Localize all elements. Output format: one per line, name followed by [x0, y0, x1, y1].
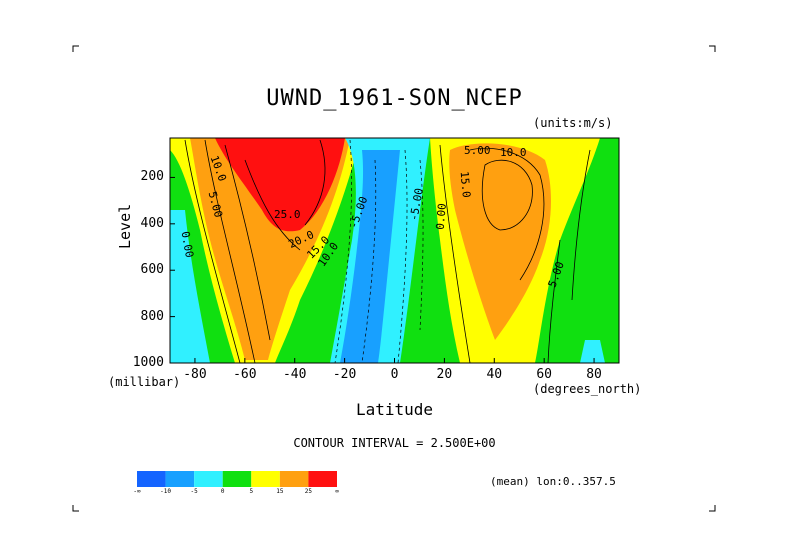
x-axis-label: Latitude: [355, 400, 434, 419]
colorbar-swatch: [308, 471, 337, 487]
x-tick-label: 60: [536, 367, 552, 382]
colorbar-tick-label: -5: [190, 488, 198, 495]
chart-title: UWND_1961-SON_NCEP: [266, 86, 523, 111]
x-tick-label: -40: [282, 367, 307, 382]
colorbar-tick-label: 25: [304, 488, 313, 495]
units-label: (units:m/s): [533, 116, 613, 130]
contour-label: 5.00: [464, 144, 491, 157]
y-axis-unit: (millibar): [108, 375, 181, 389]
x-tick-label: -60: [233, 367, 257, 382]
colorbar-tick-label: ∞: [335, 488, 339, 495]
band-north-15: [449, 143, 552, 340]
x-tick-label: -20: [332, 367, 357, 382]
band-north-surface: [580, 340, 605, 363]
colorbar-tick-label: -∞: [133, 488, 141, 495]
colorbar-swatch: [165, 471, 195, 487]
colorbar-tick-label: 0: [220, 488, 225, 495]
y-tick-label: 600: [140, 262, 164, 278]
y-tick-label: 800: [140, 308, 164, 324]
contour-label: 10.0: [500, 146, 527, 159]
y-tick-label: 1000: [132, 355, 164, 370]
colorbar-tick-label: 5: [249, 488, 254, 495]
contour-interval-text: CONTOUR INTERVAL = 2.500E+00: [293, 436, 496, 450]
x-tick-label: 0: [390, 367, 399, 382]
colorbar-swatch: [251, 471, 280, 487]
y-tick-label: 200: [140, 169, 164, 185]
x-tick-label: 40: [486, 367, 503, 382]
colorbar-swatch: [279, 471, 309, 487]
x-tick-label: -80: [183, 367, 207, 382]
band-south-25: [215, 138, 345, 232]
contour-label: 25.0: [274, 208, 301, 221]
mean-note: (mean) lon:0..357.5: [490, 475, 616, 488]
colorbar-tick-label: -10: [160, 488, 171, 495]
y-tick-label: 400: [140, 215, 164, 231]
x-axis-unit: (degrees_north): [533, 382, 642, 396]
x-tick-label: 20: [436, 367, 453, 382]
colorbar-swatch: [194, 471, 223, 487]
colorbar-tick-label: 15: [276, 488, 284, 495]
contour-labels: 10.0 5.00 0.00 25.0 20.0 15.0 10.0 -5.00…: [170, 138, 619, 363]
band-negative-5: [340, 150, 400, 363]
x-tick-label: 80: [586, 367, 602, 382]
colorbar-swatch: [222, 471, 252, 487]
colorbar-swatch: [137, 471, 166, 487]
band-south-surface: [170, 210, 210, 363]
